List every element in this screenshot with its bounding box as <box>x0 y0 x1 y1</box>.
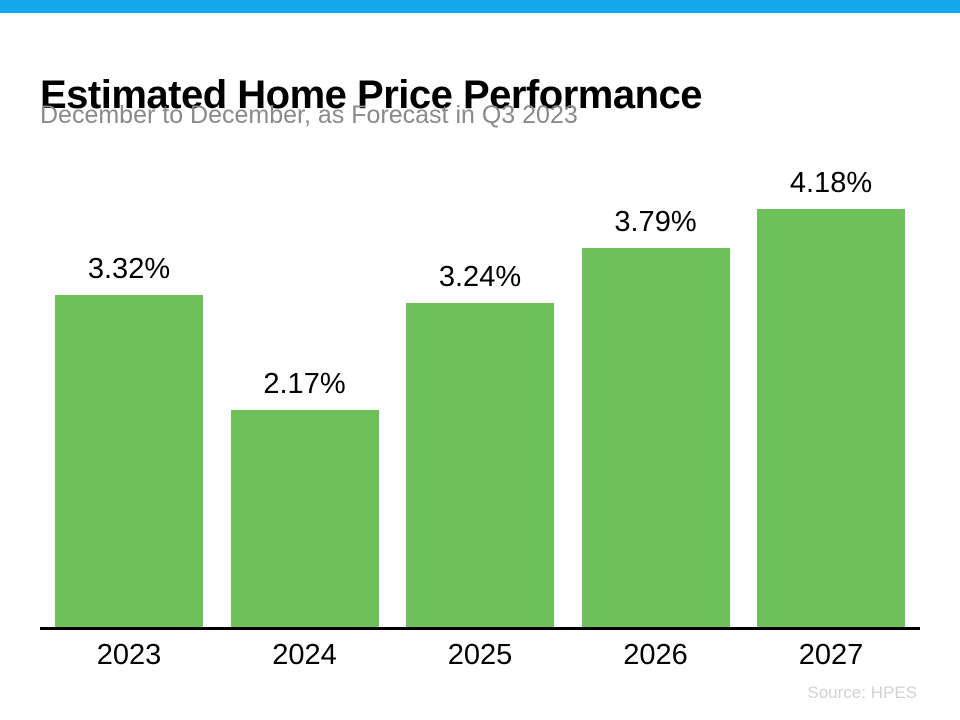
x-axis-label: 2026 <box>623 639 688 671</box>
bar-2025 <box>406 303 554 627</box>
source-credit: Source: HPES <box>807 683 917 702</box>
bar-2027 <box>757 209 905 627</box>
top-accent-bar <box>0 0 960 13</box>
x-axis-line <box>40 627 920 630</box>
page-title: Estimated Home Price Performance <box>40 72 703 117</box>
bar-value-label: 3.79% <box>614 206 697 239</box>
x-axis-label: 2023 <box>96 639 162 671</box>
page-subtitle: December to December, as Forecast in Q3 … <box>40 101 578 129</box>
bar-value-label: 3.24% <box>438 261 522 294</box>
bar-2024 <box>230 410 379 627</box>
bar-value-label: 4.18% <box>789 167 873 200</box>
x-axis-label: 2024 <box>272 639 337 671</box>
x-axis-label: 2027 <box>798 639 864 671</box>
bar-2026 <box>581 248 730 627</box>
bar-value-label: 2.17% <box>263 368 346 401</box>
x-axis-label: 2025 <box>447 639 513 671</box>
x-axis-labels: 2023 2024 2025 2026 2027 <box>40 639 920 674</box>
bar-value-label: 3.32% <box>87 253 171 286</box>
bar-2023 <box>55 295 203 627</box>
bar-chart: 3.32% 2.17% 3.24% 3.79% 4.18% <box>40 0 920 627</box>
